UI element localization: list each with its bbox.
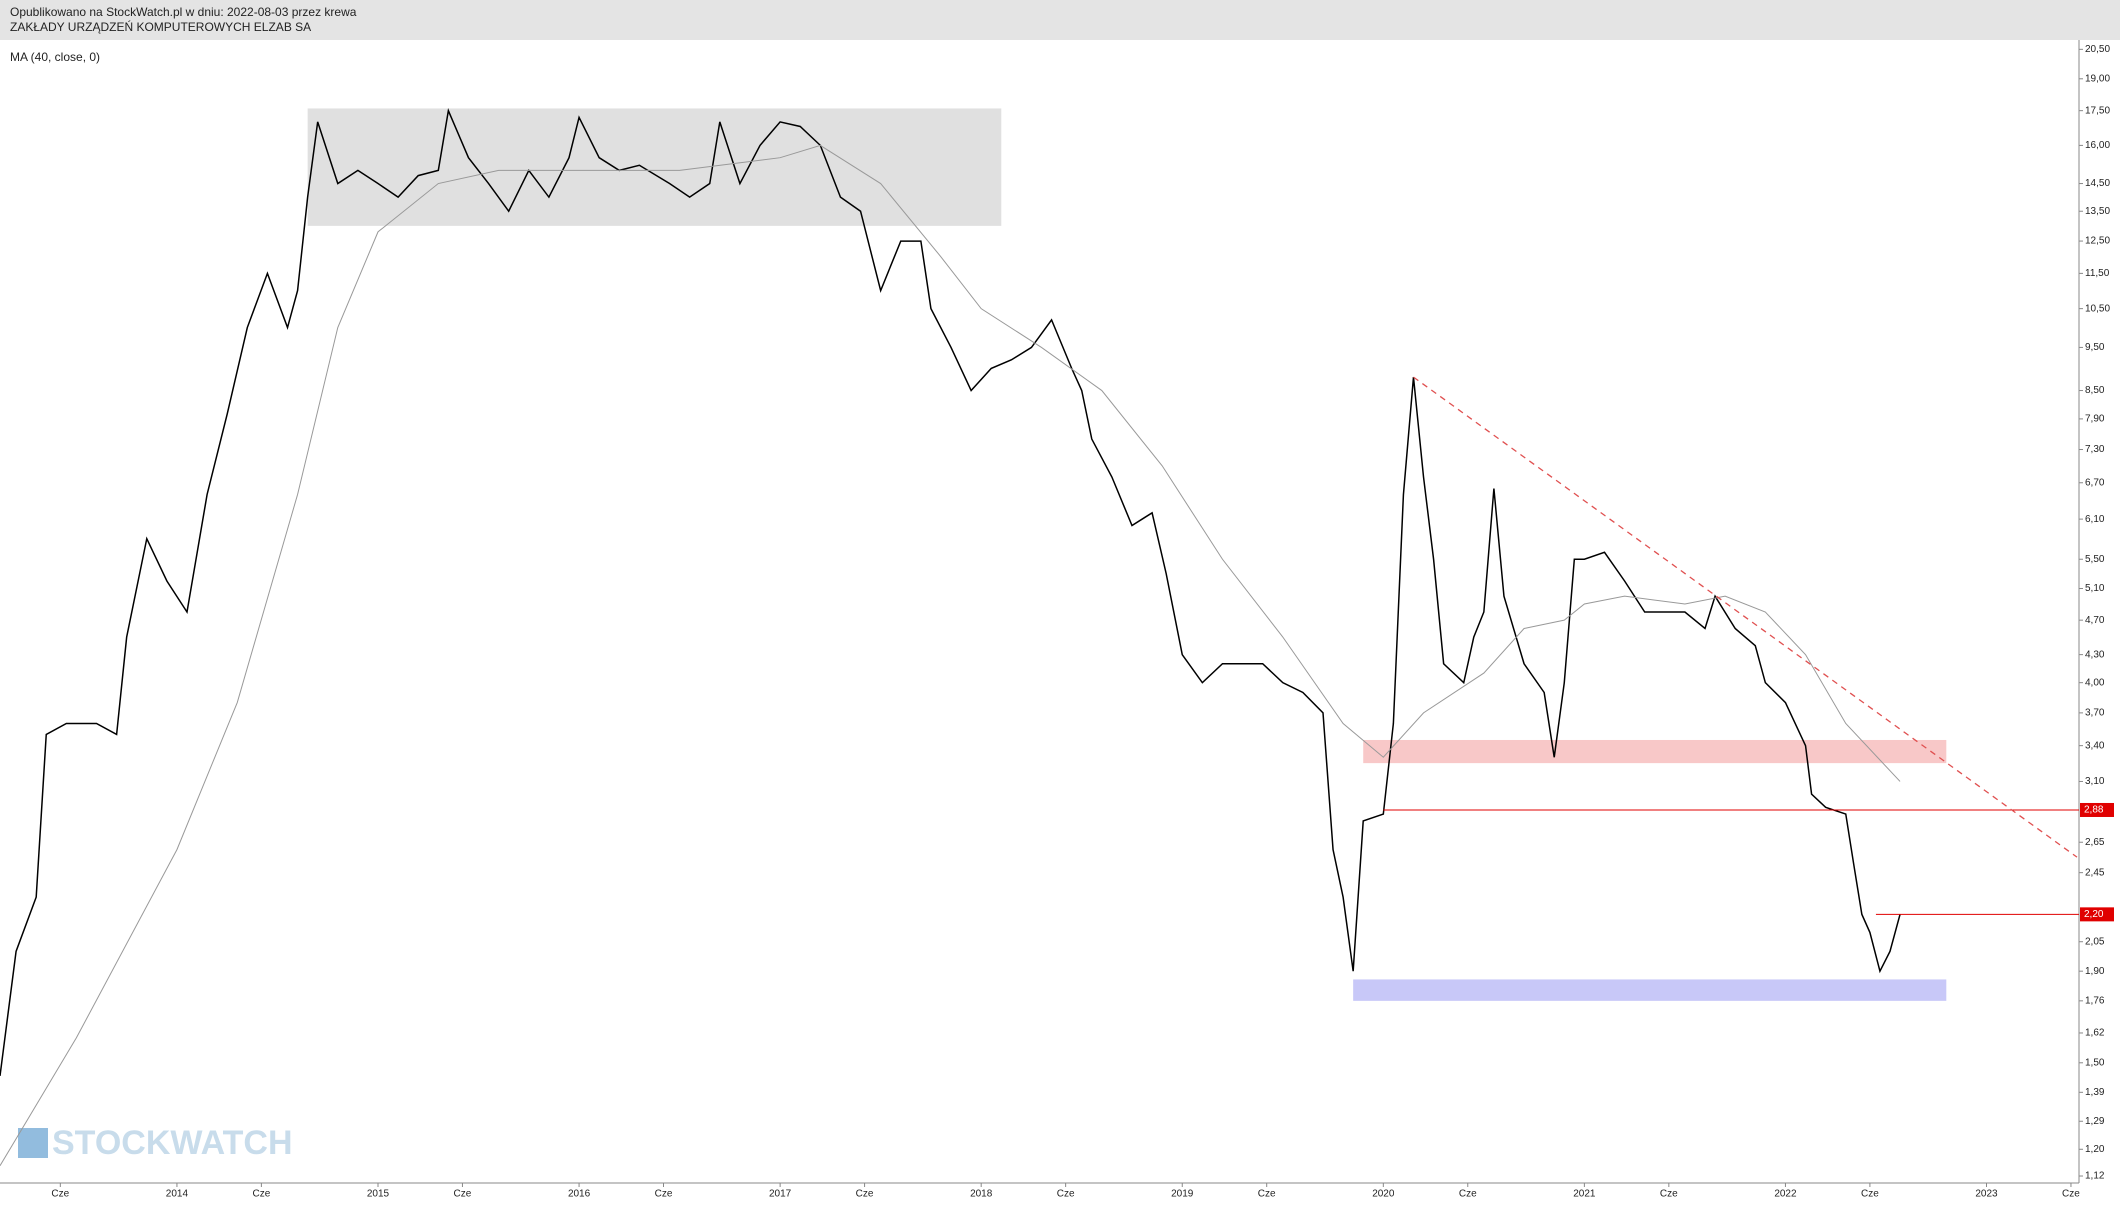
x-tick-label: Cze bbox=[454, 1189, 472, 1200]
y-tick-label: 20,50 bbox=[2085, 44, 2110, 55]
x-tick-label: 2022 bbox=[1774, 1189, 1797, 1200]
published-note: Opublikowano na StockWatch.pl w dniu: 20… bbox=[10, 5, 357, 19]
level-badge bbox=[2080, 907, 2114, 922]
legend-ma: MA (40, close, 0) bbox=[10, 50, 100, 64]
ma-line bbox=[0, 144, 1901, 1167]
x-tick-label: 2021 bbox=[1573, 1189, 1596, 1200]
price-line bbox=[0, 108, 1901, 1077]
x-tick-label: 2019 bbox=[1171, 1189, 1194, 1200]
x-tick-label: 2020 bbox=[1372, 1189, 1395, 1200]
x-tick-label: 2023 bbox=[1975, 1189, 1998, 1200]
x-tick-label: Cze bbox=[655, 1189, 673, 1200]
zone bbox=[1353, 979, 1947, 1001]
y-tick-label: 4,70 bbox=[2085, 615, 2105, 626]
y-tick-label: 7,30 bbox=[2085, 444, 2105, 455]
x-tick-label: 2018 bbox=[970, 1189, 993, 1200]
y-tick-label: 3,70 bbox=[2085, 708, 2105, 719]
x-tick-label: Cze bbox=[1057, 1189, 1075, 1200]
y-tick-label: 17,50 bbox=[2085, 105, 2110, 116]
x-tick-label: 2016 bbox=[568, 1189, 591, 1200]
x-tick-label: Cze bbox=[1258, 1189, 1276, 1200]
logo: STOCKWATCH bbox=[52, 1124, 293, 1162]
y-tick-label: 1,50 bbox=[2085, 1057, 2105, 1068]
x-tick-label: Cze bbox=[1459, 1189, 1477, 1200]
logo-icon bbox=[18, 1128, 48, 1158]
y-tick-label: 1,39 bbox=[2085, 1087, 2105, 1098]
x-tick-label: 2014 bbox=[166, 1189, 189, 1200]
y-tick-label: 1,76 bbox=[2085, 995, 2105, 1006]
y-tick-label: 19,00 bbox=[2085, 73, 2110, 84]
header-bar bbox=[0, 0, 2120, 40]
y-tick-label: 5,50 bbox=[2085, 554, 2105, 565]
trendline bbox=[1413, 376, 2078, 858]
y-tick-label: 9,50 bbox=[2085, 342, 2105, 353]
y-tick-label: 5,10 bbox=[2085, 583, 2105, 594]
y-tick-label: 4,00 bbox=[2085, 677, 2105, 688]
company-name: ZAKŁADY URZĄDZEŃ KOMPUTEROWYCH ELZAB SA bbox=[10, 19, 311, 34]
y-tick-label: 7,90 bbox=[2085, 414, 2105, 425]
x-tick-label: Cze bbox=[51, 1189, 69, 1200]
y-tick-label: 3,40 bbox=[2085, 740, 2105, 751]
x-tick-label: 2015 bbox=[367, 1189, 390, 1200]
y-tick-label: 8,50 bbox=[2085, 385, 2105, 396]
y-tick-label: 1,62 bbox=[2085, 1028, 2105, 1039]
y-tick-label: 1,29 bbox=[2085, 1116, 2105, 1127]
x-tick-label: Cze bbox=[1861, 1189, 1879, 1200]
y-tick-label: 1,20 bbox=[2085, 1144, 2105, 1155]
y-tick-label: 6,70 bbox=[2085, 477, 2105, 488]
x-tick-label: Cze bbox=[1660, 1189, 1678, 1200]
level-label: 2,88 bbox=[2084, 805, 2104, 816]
y-tick-label: 6,10 bbox=[2085, 514, 2105, 525]
y-tick-label: 2,45 bbox=[2085, 867, 2105, 878]
y-tick-label: 14,50 bbox=[2085, 178, 2110, 189]
y-tick-label: 1,12 bbox=[2085, 1171, 2105, 1182]
y-tick-label: 13,50 bbox=[2085, 206, 2110, 217]
y-tick-label: 3,10 bbox=[2085, 776, 2105, 787]
level-label: 2,20 bbox=[2084, 909, 2104, 920]
zone bbox=[307, 108, 1002, 226]
y-tick-label: 2,65 bbox=[2085, 837, 2105, 848]
y-tick-label: 1,90 bbox=[2085, 966, 2105, 977]
y-tick-label: 11,50 bbox=[2085, 268, 2110, 279]
x-tick-label: 2017 bbox=[769, 1189, 792, 1200]
zone bbox=[1363, 739, 1947, 764]
x-tick-label: Cze bbox=[252, 1189, 270, 1200]
y-tick-label: 12,50 bbox=[2085, 236, 2110, 247]
y-tick-label: 2,05 bbox=[2085, 936, 2105, 947]
x-tick-label: Cze bbox=[856, 1189, 874, 1200]
x-tick-label: Cze bbox=[2062, 1189, 2080, 1200]
y-tick-label: 4,30 bbox=[2085, 649, 2105, 660]
y-tick-label: 10,50 bbox=[2085, 303, 2110, 314]
level-badge bbox=[2080, 802, 2114, 817]
y-tick-label: 16,00 bbox=[2085, 140, 2110, 151]
